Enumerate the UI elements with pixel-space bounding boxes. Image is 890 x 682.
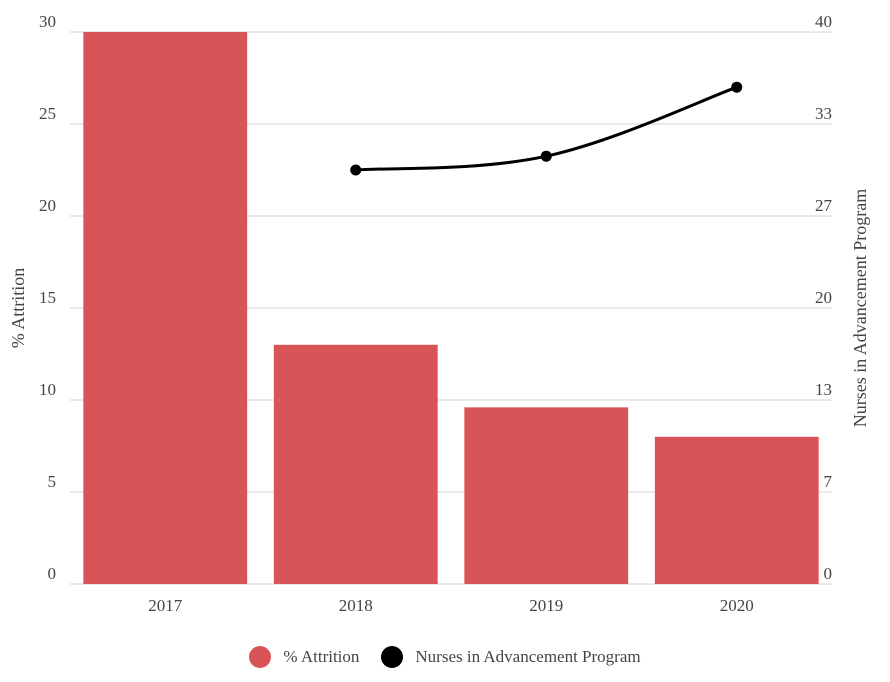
y-axis-tick-label: 0 <box>48 564 57 583</box>
x-axis-tick-label: 2020 <box>720 596 754 615</box>
bar <box>273 344 438 584</box>
x-axis-tick-label: 2017 <box>148 596 183 615</box>
bar <box>464 407 629 584</box>
x-axis-tick-label: 2019 <box>529 596 563 615</box>
legend-swatch-attrition <box>249 646 272 668</box>
chart-plot-area: 0 5 10 15 20 25 30 0 7 13 20 27 33 40 2017 2018 2019 2020… <box>8 12 870 615</box>
chart-legend: % Attrition Nurses in Advancement Progra… <box>0 646 890 668</box>
y-axis-tick-label: 20 <box>39 196 56 215</box>
y2-axis-tick-label: 33 <box>815 104 832 123</box>
legend-label-attrition: % Attrition <box>283 647 360 666</box>
y-axis-tick-label: 25 <box>39 104 56 123</box>
bar <box>83 32 248 584</box>
line-point <box>540 150 552 162</box>
y2-axis-tick-label: 7 <box>824 472 833 491</box>
line-point <box>731 81 743 93</box>
y2-axis-tick-label: 20 <box>815 288 832 307</box>
y-axis-tick-label: 10 <box>39 380 56 399</box>
y-axis-tick-label: 15 <box>39 288 56 307</box>
legend-item-attrition[interactable]: % Attrition <box>249 646 359 668</box>
bar <box>654 436 819 584</box>
y2-axis-tick-label: 40 <box>815 12 832 31</box>
y2-axis-title: Nurses in Advancement Program <box>850 189 870 427</box>
legend-item-nurses[interactable]: Nurses in Advancement Program <box>381 646 641 668</box>
line-point <box>350 164 362 176</box>
y-axis-tick-label: 30 <box>39 12 56 31</box>
y-axis-title: % Attrition <box>8 268 28 349</box>
y-axis-tick-label: 5 <box>48 472 57 491</box>
y2-axis-tick-label: 0 <box>824 564 833 583</box>
legend-swatch-nurses <box>381 646 404 668</box>
legend-label-nurses: Nurses in Advancement Program <box>415 647 641 666</box>
y2-axis-tick-label: 27 <box>815 196 833 215</box>
x-axis-tick-label: 2018 <box>339 596 373 615</box>
y2-axis-tick-label: 13 <box>815 380 832 399</box>
